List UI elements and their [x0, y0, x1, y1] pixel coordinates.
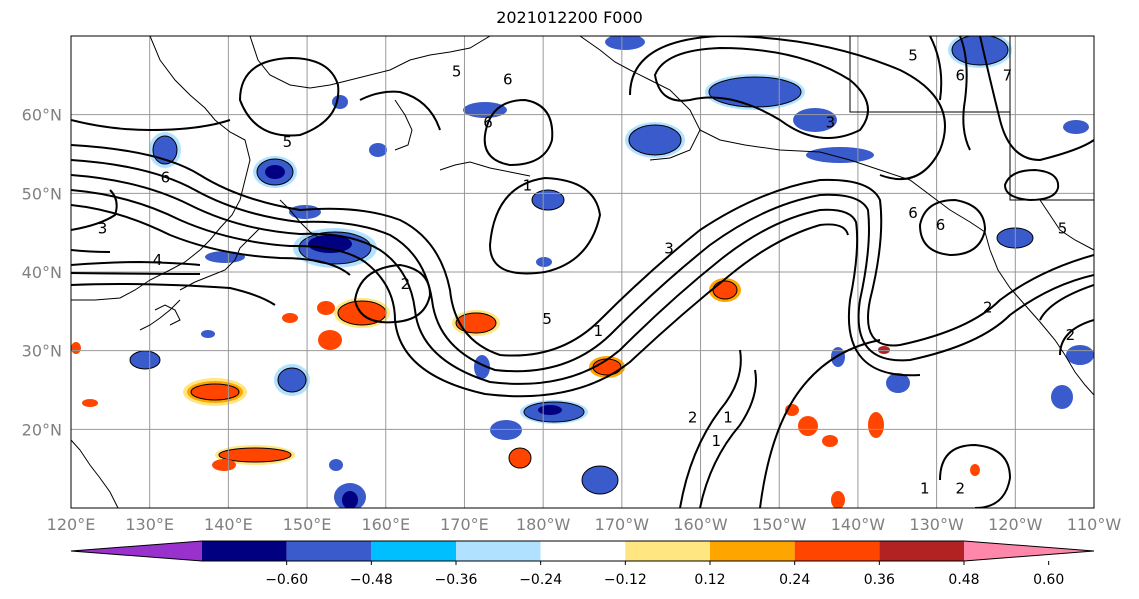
contour-label: 5 — [1058, 220, 1068, 238]
negative-anomaly-blob — [129, 330, 619, 508]
colorbar-segment — [202, 541, 287, 561]
longitude-tick-label: 130°W — [909, 515, 964, 534]
contour-label: 5 — [283, 133, 293, 151]
contour-label: 1 — [920, 479, 930, 497]
longitude-tick-label: 140°E — [204, 515, 253, 534]
colorbar-segment — [286, 541, 372, 561]
contour-label: 2 — [955, 479, 965, 497]
contour-label: 6 — [908, 204, 918, 222]
contour-label: 5 — [452, 62, 462, 80]
longitude-tick-label: 170°E — [440, 515, 489, 534]
contour-label: 4 — [153, 251, 163, 269]
colorbar-tick-label: 0.48 — [948, 572, 979, 588]
longitude-tick-label: 120°W — [988, 515, 1043, 534]
contour-label: 6 — [936, 216, 946, 234]
contour-label: 7 — [1003, 66, 1013, 84]
negative-anomaly-blob — [253, 156, 297, 188]
longitude-tick-label: 170°W — [595, 515, 650, 534]
longitude-tick-label: 180°W — [516, 515, 571, 534]
negative-anomaly-blob — [205, 36, 645, 267]
map-frame — [70, 35, 1095, 509]
colorbar-segment — [794, 541, 880, 561]
colorbar-tick-label: 0.36 — [864, 572, 895, 588]
negative-anomaly-blob — [293, 228, 377, 268]
colorbar-tick-label: −0.24 — [519, 572, 562, 588]
colorbar-tick-label: −0.48 — [350, 572, 393, 588]
negative-anomaly-blob — [625, 122, 685, 158]
colorbar: −0.60 −0.48 −0.36 −0.24 −0.12 0.12 0.24 0.36 0.4… — [70, 540, 1095, 588]
colorbar-segment — [879, 541, 964, 561]
contour-label: 6 — [955, 66, 965, 84]
contour-label: 1 — [593, 322, 603, 340]
colorbar-extend-low — [71, 541, 202, 561]
colorbar-tick-label: 0.12 — [694, 572, 725, 588]
negative-anomaly-blob — [831, 36, 1094, 409]
colorbar-tick-label: 0.60 — [1033, 572, 1064, 588]
latitude-tick-label: 40°N — [22, 263, 62, 282]
contour-label: 3 — [826, 114, 836, 132]
longitude-tick-label: 140°W — [831, 515, 886, 534]
latitude-tick-label: 20°N — [22, 420, 62, 439]
contour-label: 6 — [161, 169, 171, 187]
colorbar-segment — [540, 541, 626, 561]
contour-label: 1 — [723, 409, 733, 427]
colorbar-segment — [710, 541, 795, 561]
longitude-tick-label: 160°W — [673, 515, 728, 534]
longitude-tick-label: 160°E — [361, 515, 410, 534]
contour-label: 1 — [523, 176, 533, 194]
latitude-tick-label: 30°N — [22, 342, 62, 361]
map-title: 2021012200 F000 — [496, 8, 643, 27]
longitude-tick-label: 110°W — [1067, 515, 1122, 534]
colorbar-tick-label: −0.60 — [265, 572, 308, 588]
colorbar-tick-label: −0.12 — [604, 572, 647, 588]
longitude-tick-label: 150°E — [283, 515, 332, 534]
colorbar-outline — [70, 540, 1095, 562]
latitude-tick-labels: 20°N 30°N 40°N 50°N 60°N — [22, 106, 62, 440]
longitude-tick-label: 120°E — [47, 515, 96, 534]
longitude-tick-label: 150°W — [752, 515, 807, 534]
contour-label: 6 — [503, 70, 513, 88]
contour-label: 1 — [712, 432, 722, 450]
contour-label: 3 — [664, 239, 674, 257]
contour-label: 3 — [98, 220, 108, 238]
colorbar-segment — [371, 541, 456, 561]
latitude-tick-label: 60°N — [22, 106, 62, 125]
positive-anomaly-blob — [282, 298, 390, 350]
colorbar-segment — [456, 541, 541, 561]
latitude-tick-label: 50°N — [22, 184, 62, 203]
longitude-tick-labels: 120°E 130°E 140°E 150°E 160°E 170°E 180°W 170°W… — [47, 515, 1122, 534]
contour-label: 2 — [688, 409, 698, 427]
negative-anomaly-blob — [705, 74, 874, 163]
contour-label: 6 — [483, 114, 493, 132]
contour-label: 5 — [542, 310, 552, 328]
contour-label: 2 — [983, 298, 993, 316]
contour-label: 2 — [401, 275, 411, 293]
contour-label: 5 — [908, 47, 918, 65]
colorbar-extend-high — [964, 541, 1094, 561]
colorbar-tick-label: −0.36 — [435, 572, 478, 588]
height-contours — [71, 36, 1094, 508]
positive-anomaly-blob — [183, 378, 247, 406]
colorbar-segment — [625, 541, 710, 561]
positive-anomaly-blob — [212, 445, 295, 471]
longitude-tick-label: 130°E — [125, 515, 174, 534]
contour-label: 2 — [1066, 326, 1076, 344]
colorbar-tick-label: 0.24 — [779, 572, 810, 588]
